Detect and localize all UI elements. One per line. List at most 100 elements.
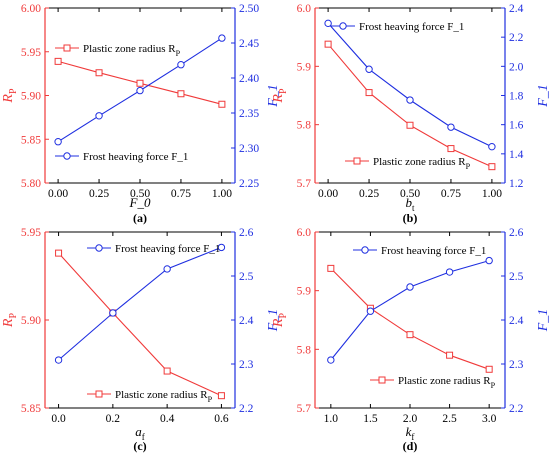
data-point-frost-heaving xyxy=(163,265,171,273)
y-left-axis-title: RP xyxy=(271,88,289,104)
y-left-axis-title-subscript: P xyxy=(8,313,19,319)
legend-label-main: Plastic zone radius R xyxy=(373,156,466,168)
y-left-axis-title-main: R xyxy=(1,94,16,104)
legend-marker xyxy=(361,246,369,254)
data-point-frost-heaving xyxy=(327,356,335,364)
legend-label: Plastic zone radius RP xyxy=(115,389,213,404)
x-axis-title-subscript: t xyxy=(412,203,415,213)
y-right-axis-title: F_1 xyxy=(536,309,550,333)
panel-caption: (d) xyxy=(403,439,418,453)
x-tick-label: 0.00 xyxy=(48,188,68,200)
data-point-frost-heaving xyxy=(54,138,62,146)
y-right-tick-label: 2.2 xyxy=(509,403,524,415)
x-axis-title-main: b xyxy=(405,195,412,210)
legend-label-subscript: P xyxy=(208,395,213,404)
y-left-axis-title-subscript: P xyxy=(278,313,289,319)
data-point-plastic-zone xyxy=(54,57,62,65)
x-axis-title: kf xyxy=(406,424,415,442)
data-point-plastic-zone xyxy=(163,367,171,375)
y-right-tick-label: 1.4 xyxy=(509,149,524,161)
legend-entry: Frost heaving force F_1 xyxy=(353,245,486,257)
legend-label-subscript: P xyxy=(466,162,471,171)
y-left-tick-label: 5.7 xyxy=(297,178,312,190)
y-left-tick-label: 5.95 xyxy=(21,47,41,59)
legend-label-main: Frost heaving force F_1 xyxy=(83,151,188,163)
y-right-tick-label: 2.6 xyxy=(509,227,524,239)
data-point-frost-heaving xyxy=(366,307,375,315)
x-tick-label: 0.75 xyxy=(441,188,461,200)
legend-label-subscript: P xyxy=(176,49,181,58)
y-right-tick-label: 2.4 xyxy=(509,3,524,15)
y-left-axis-title: RP xyxy=(1,88,19,104)
x-axis-title-subscript: f xyxy=(142,432,145,442)
data-point-frost-heaving xyxy=(54,356,63,364)
x-tick-label: 0.6 xyxy=(214,413,229,425)
y-left-tick-label: 5.9 xyxy=(297,286,312,298)
y-right-axis-title-main: F_1 xyxy=(266,84,281,108)
x-axis-title-main: a xyxy=(135,424,142,439)
x-axis-title-main: F_0 xyxy=(129,195,151,210)
y-right-tick-label: 2.30 xyxy=(239,143,259,155)
y-right-tick-label: 2.5 xyxy=(239,271,254,283)
y-right-tick-label: 2.0 xyxy=(509,61,524,73)
legend-label: Plastic zone radius RP xyxy=(398,375,496,390)
data-point-frost-heaving xyxy=(109,309,117,317)
data-point-plastic-zone xyxy=(327,264,335,272)
legend-label-main: Frost heaving force F_1 xyxy=(115,243,220,255)
legend-entry: Plastic zone radius RP xyxy=(370,375,496,390)
x-tick-label: 1.00 xyxy=(212,188,232,200)
data-point-frost-heaving xyxy=(95,112,103,120)
series-line-plastic-zone xyxy=(327,43,493,168)
legend-label: Frost heaving force F_1 xyxy=(381,245,486,257)
data-point-plastic-zone xyxy=(218,100,226,108)
legend-label-main: Plastic zone radius R xyxy=(83,43,176,55)
data-point-frost-heaving xyxy=(177,60,185,69)
y-right-tick-label: 2.5 xyxy=(509,271,524,283)
y-left-tick-label: 5.90 xyxy=(21,91,41,103)
y-left-axis-title: RP xyxy=(271,313,289,329)
y-left-axis-title-subscript: P xyxy=(278,88,289,94)
y-left-tick-label: 6.0 xyxy=(297,227,312,239)
y-left-tick-label: 5.7 xyxy=(297,403,312,415)
data-point-frost-heaving xyxy=(445,268,454,276)
data-point-frost-heaving xyxy=(136,86,144,95)
y-right-axis-title-main: F_1 xyxy=(536,309,550,333)
data-point-frost-heaving xyxy=(406,96,414,104)
legend-label: Frost heaving force F_1 xyxy=(115,243,220,255)
data-point-plastic-zone xyxy=(406,121,414,129)
y-right-tick-label: 2.2 xyxy=(239,403,254,415)
y-right-tick-label: 2.3 xyxy=(239,359,254,371)
data-point-frost-heaving xyxy=(218,34,226,42)
legend-marker xyxy=(339,22,347,30)
x-axis-title: F_0 xyxy=(129,195,151,210)
legend-entry: Frost heaving force F_1 xyxy=(55,151,188,163)
y-left-tick-label: 5.95 xyxy=(21,227,41,239)
legend-entry: Frost heaving force F_1 xyxy=(331,21,464,33)
series-line-plastic-zone xyxy=(58,252,222,397)
data-point-frost-heaving xyxy=(324,19,332,28)
data-point-plastic-zone xyxy=(217,392,225,400)
data-point-frost-heaving xyxy=(365,65,373,73)
y-right-tick-label: 2.4 xyxy=(239,315,254,327)
x-tick-label: 0.50 xyxy=(400,188,420,200)
data-point-frost-heaving xyxy=(488,142,496,151)
x-tick-label: 0.0 xyxy=(51,413,66,425)
y-left-tick-label: 6.00 xyxy=(21,3,41,15)
series-line-frost-heaving xyxy=(58,246,222,361)
x-tick-label: 0.25 xyxy=(359,188,379,200)
legend-label: Plastic zone radius RP xyxy=(83,43,181,58)
y-right-tick-label: 2.2 xyxy=(509,32,524,44)
y-right-axis-title: F_1 xyxy=(536,84,550,108)
y-left-tick-label: 5.8 xyxy=(297,344,312,356)
data-point-frost-heaving xyxy=(217,243,226,252)
y-left-tick-label: 5.8 xyxy=(297,120,312,132)
y-right-tick-label: 2.35 xyxy=(239,108,259,120)
legend-label-main: Plastic zone radius R xyxy=(115,389,208,401)
panel-b: 0.00 0.25 0.50 0.75 1.00 5.7 5.8 5.9 6.0 1.2 1.4 1.… xyxy=(271,3,550,225)
y-left-axis-title: RP xyxy=(1,313,19,329)
x-axis-title-subscript: f xyxy=(411,432,414,442)
data-point-frost-heaving xyxy=(406,283,414,291)
legend-label-main: Frost heaving force F_1 xyxy=(381,245,486,257)
data-point-plastic-zone xyxy=(177,90,185,98)
